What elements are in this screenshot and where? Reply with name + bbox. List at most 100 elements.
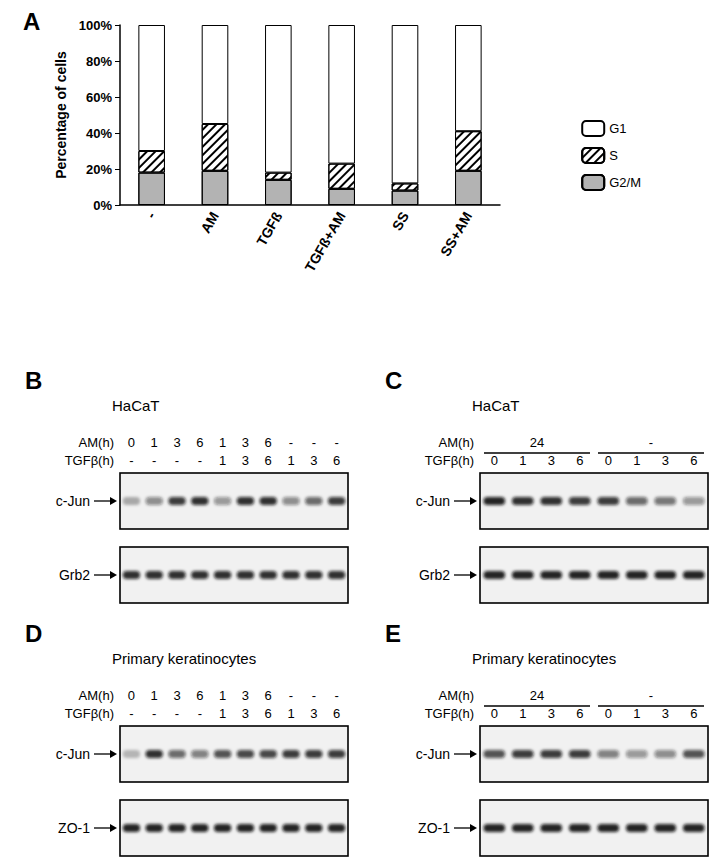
svg-text:-: - bbox=[129, 453, 133, 468]
svg-text:3: 3 bbox=[173, 435, 180, 450]
svg-text:6: 6 bbox=[265, 435, 272, 450]
svg-text:c-Jun: c-Jun bbox=[416, 493, 450, 509]
svg-text:Primary keratinocytes: Primary keratinocytes bbox=[112, 650, 256, 667]
svg-text:1: 1 bbox=[219, 688, 226, 703]
svg-text:6: 6 bbox=[690, 453, 697, 468]
svg-text:1: 1 bbox=[519, 453, 526, 468]
svg-text:AM(h): AM(h) bbox=[79, 688, 114, 703]
svg-text:24: 24 bbox=[530, 435, 544, 450]
svg-text:80%: 80% bbox=[86, 54, 112, 69]
svg-text:-: - bbox=[198, 453, 202, 468]
svg-text:3: 3 bbox=[242, 453, 249, 468]
svg-text:0%: 0% bbox=[93, 198, 112, 213]
svg-text:-: - bbox=[649, 688, 653, 703]
svg-text:SS+AM: SS+AM bbox=[437, 209, 475, 259]
svg-text:-: - bbox=[649, 435, 653, 450]
svg-text:1: 1 bbox=[151, 435, 158, 450]
svg-text:-: - bbox=[129, 706, 133, 721]
svg-text:-: - bbox=[334, 435, 338, 450]
svg-text:0: 0 bbox=[605, 453, 612, 468]
svg-text:6: 6 bbox=[576, 453, 583, 468]
svg-text:C: C bbox=[385, 367, 402, 394]
svg-text:0: 0 bbox=[491, 453, 498, 468]
svg-text:AM(h): AM(h) bbox=[439, 435, 474, 450]
svg-text:-: - bbox=[142, 209, 158, 221]
svg-text:TGFβ(h): TGFβ(h) bbox=[65, 453, 114, 468]
svg-text:AM: AM bbox=[197, 209, 222, 236]
svg-text:3: 3 bbox=[310, 706, 317, 721]
svg-text:6: 6 bbox=[265, 706, 272, 721]
svg-text:6: 6 bbox=[333, 453, 340, 468]
svg-text:-: - bbox=[289, 688, 293, 703]
svg-text:100%: 100% bbox=[79, 18, 113, 33]
svg-text:TGFβ(h): TGFβ(h) bbox=[65, 706, 114, 721]
svg-text:TGFß: TGFß bbox=[253, 209, 285, 249]
svg-text:-: - bbox=[152, 453, 156, 468]
svg-text:3: 3 bbox=[242, 706, 249, 721]
svg-text:AM(h): AM(h) bbox=[439, 688, 474, 703]
svg-text:6: 6 bbox=[690, 706, 697, 721]
svg-text:3: 3 bbox=[242, 688, 249, 703]
svg-text:HaCaT: HaCaT bbox=[112, 397, 160, 414]
svg-text:0: 0 bbox=[128, 435, 135, 450]
svg-text:ZO-1: ZO-1 bbox=[418, 820, 450, 836]
svg-text:0: 0 bbox=[128, 688, 135, 703]
svg-text:TGFβ(h): TGFβ(h) bbox=[425, 453, 474, 468]
svg-text:-: - bbox=[334, 688, 338, 703]
svg-text:1: 1 bbox=[219, 453, 226, 468]
svg-text:B: B bbox=[25, 367, 42, 394]
svg-text:3: 3 bbox=[173, 688, 180, 703]
svg-text:S: S bbox=[609, 148, 618, 163]
svg-text:SS: SS bbox=[389, 209, 412, 233]
svg-text:1: 1 bbox=[287, 706, 294, 721]
svg-text:1: 1 bbox=[151, 688, 158, 703]
svg-text:TGFβ(h): TGFβ(h) bbox=[425, 706, 474, 721]
svg-text:G1: G1 bbox=[609, 121, 626, 136]
svg-text:1: 1 bbox=[219, 435, 226, 450]
svg-text:3: 3 bbox=[548, 706, 555, 721]
svg-text:Primary keratinocytes: Primary keratinocytes bbox=[472, 650, 616, 667]
svg-text:0: 0 bbox=[491, 706, 498, 721]
svg-text:3: 3 bbox=[310, 453, 317, 468]
svg-text:6: 6 bbox=[265, 688, 272, 703]
svg-text:3: 3 bbox=[662, 706, 669, 721]
svg-text:6: 6 bbox=[265, 453, 272, 468]
svg-text:ZO-1: ZO-1 bbox=[58, 820, 90, 836]
svg-text:6: 6 bbox=[196, 688, 203, 703]
svg-text:6: 6 bbox=[333, 706, 340, 721]
svg-text:AM(h): AM(h) bbox=[79, 435, 114, 450]
svg-text:6: 6 bbox=[576, 706, 583, 721]
svg-text:c-Jun: c-Jun bbox=[56, 493, 90, 509]
svg-text:-: - bbox=[175, 706, 179, 721]
svg-text:1: 1 bbox=[519, 706, 526, 721]
svg-text:Percentage of cells: Percentage of cells bbox=[53, 51, 69, 179]
svg-text:D: D bbox=[25, 620, 42, 647]
svg-text:-: - bbox=[152, 706, 156, 721]
svg-text:TGFß+AM: TGFß+AM bbox=[302, 209, 349, 275]
svg-text:-: - bbox=[198, 706, 202, 721]
svg-text:40%: 40% bbox=[86, 126, 112, 141]
svg-text:1: 1 bbox=[633, 706, 640, 721]
svg-text:-: - bbox=[289, 435, 293, 450]
svg-text:E: E bbox=[385, 620, 401, 647]
svg-text:1: 1 bbox=[633, 453, 640, 468]
svg-text:1: 1 bbox=[219, 706, 226, 721]
svg-text:G2/M: G2/M bbox=[609, 175, 641, 190]
svg-text:1: 1 bbox=[287, 453, 294, 468]
svg-text:6: 6 bbox=[196, 435, 203, 450]
svg-text:Grb2: Grb2 bbox=[59, 567, 90, 583]
svg-text:-: - bbox=[312, 435, 316, 450]
svg-text:0: 0 bbox=[605, 706, 612, 721]
svg-text:-: - bbox=[312, 688, 316, 703]
svg-text:-: - bbox=[175, 453, 179, 468]
svg-text:A: A bbox=[23, 8, 40, 35]
svg-text:c-Jun: c-Jun bbox=[56, 746, 90, 762]
svg-text:60%: 60% bbox=[86, 90, 112, 105]
svg-text:3: 3 bbox=[242, 435, 249, 450]
svg-text:20%: 20% bbox=[86, 162, 112, 177]
svg-text:24: 24 bbox=[530, 688, 544, 703]
svg-text:3: 3 bbox=[548, 453, 555, 468]
svg-text:3: 3 bbox=[662, 453, 669, 468]
svg-text:HaCaT: HaCaT bbox=[472, 397, 520, 414]
svg-text:Grb2: Grb2 bbox=[419, 567, 450, 583]
